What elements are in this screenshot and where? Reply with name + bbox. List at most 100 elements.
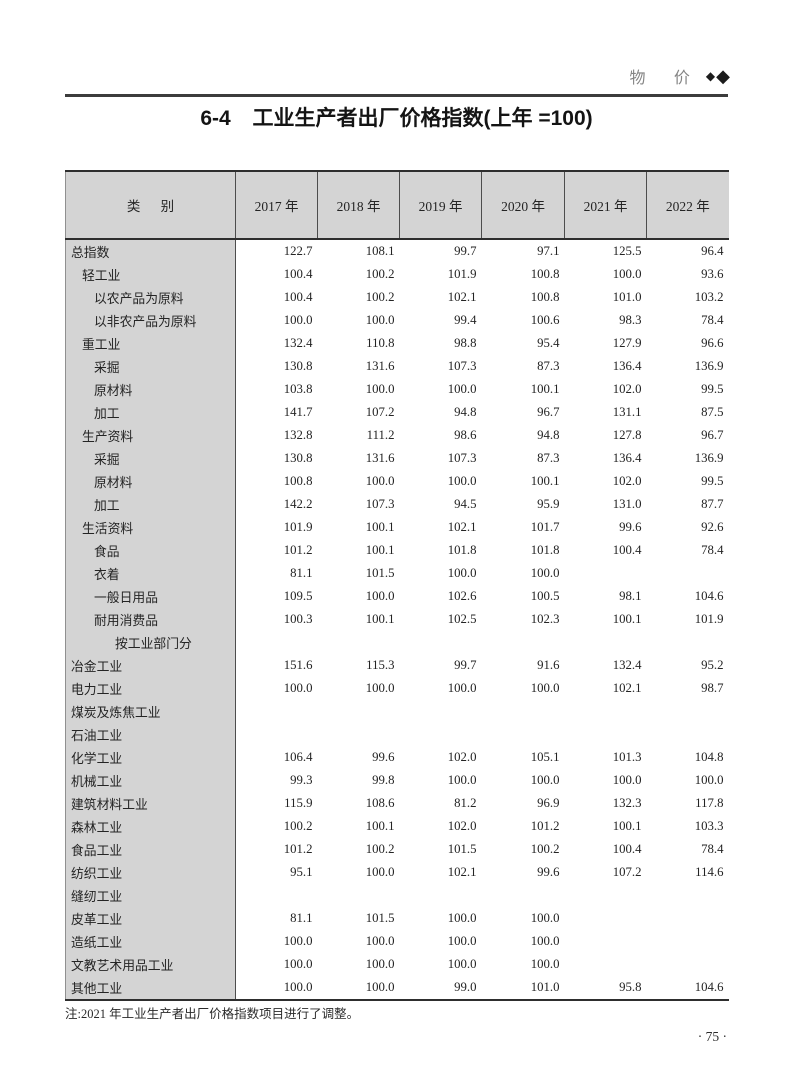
value-cell <box>647 953 729 976</box>
value-cell <box>565 562 647 585</box>
value-cell: 100.1 <box>530 382 560 396</box>
year-header-cell: 2019 年 <box>399 171 482 240</box>
value-cell: 102.6 <box>447 589 477 603</box>
value-cell: 100.1 <box>530 474 560 488</box>
value-cell: 95.1 <box>290 865 313 879</box>
value-cell: 109.5 <box>283 589 313 603</box>
table-row: 化学工业 106.4 99.6 102.0 105.1 101.3 104.8 <box>65 746 729 769</box>
value-cell: 101.2 <box>530 819 560 833</box>
row-label-cell: 纺织工业 <box>65 861 236 884</box>
value-cell <box>236 700 318 723</box>
table-row: 缝纫工业 <box>65 884 729 907</box>
page-title: 6-4 工业生产者出厂价格指数(上年 =100) <box>0 102 793 132</box>
value-cell: 102.1 <box>447 520 477 534</box>
value-cell: 100.0 <box>283 957 313 971</box>
table-row: 电力工业 100.0 100.0 100.0 100.0 102.1 98.7 <box>65 677 729 700</box>
table-row: 煤炭及炼焦工业 <box>65 700 729 723</box>
row-label-cell: 原材料 <box>65 470 236 493</box>
value-cell: 99.6 <box>619 520 642 534</box>
value-cell: 97.1 <box>537 244 560 258</box>
data-table-wrap: 类 别 2017 年 2018 年 2019 年 2020 年 2021 年 2… <box>65 170 729 1001</box>
value-cell: 100.0 <box>447 474 477 488</box>
row-label-cell: 生产资料 <box>65 424 236 447</box>
value-cell <box>565 953 647 976</box>
value-cell: 101.5 <box>365 566 395 580</box>
value-cell <box>236 631 318 654</box>
value-cell: 99.5 <box>701 474 724 488</box>
table-row: 原材料 100.8 100.0 100.0 100.1 102.0 99.5 <box>65 470 729 493</box>
value-cell: 94.8 <box>454 405 477 419</box>
value-cell: 100.0 <box>317 976 400 1001</box>
value-cell: 100.0 <box>365 957 395 971</box>
value-cell <box>565 884 647 907</box>
value-cell: 87.3 <box>537 451 560 465</box>
value-cell: 100.0 <box>530 566 560 580</box>
value-cell: 101.2 <box>283 543 313 557</box>
value-cell: 104.6 <box>646 976 729 1001</box>
row-label-cell: 化学工业 <box>65 746 236 769</box>
value-cell: 114.6 <box>695 865 724 879</box>
value-cell: 96.7 <box>701 428 724 442</box>
value-cell: 100.0 <box>694 773 724 787</box>
table-row: 按工业部门分 <box>65 631 729 654</box>
value-cell <box>400 884 482 907</box>
value-cell: 131.6 <box>365 451 395 465</box>
section-label: 物 价 <box>629 70 702 87</box>
category-header-cell: 类 别 <box>65 171 236 240</box>
row-label-cell: 电力工业 <box>65 677 236 700</box>
row-label-cell: 森林工业 <box>65 815 236 838</box>
table-row: 以农产品为原料 100.4 100.2 102.1 100.8 101.0 103.2 <box>65 286 729 309</box>
year-header-cell: 2022 年 <box>646 171 729 240</box>
value-cell <box>647 930 729 953</box>
value-cell: 141.7 <box>283 405 313 419</box>
table-row: 加工 142.2 107.3 94.5 95.9 131.0 87.7 <box>65 493 729 516</box>
page-number: · 75 · <box>697 1029 727 1044</box>
value-cell: 100.2 <box>283 819 313 833</box>
row-label-cell: 总指数 <box>65 239 236 263</box>
value-cell: 98.7 <box>701 681 724 695</box>
value-cell <box>647 700 729 723</box>
value-cell: 100.0 <box>447 382 477 396</box>
table-row: 以非农产品为原料 100.0 100.0 99.4 100.6 98.3 78.4 <box>65 309 729 332</box>
value-cell <box>482 700 565 723</box>
value-cell: 99.0 <box>399 976 482 1001</box>
row-label-cell: 按工业部门分 <box>65 631 236 654</box>
value-cell: 100.0 <box>530 773 560 787</box>
value-cell: 100.4 <box>612 543 642 557</box>
value-cell: 142.2 <box>283 497 313 511</box>
value-cell: 100.0 <box>447 911 477 925</box>
value-cell: 98.3 <box>619 313 642 327</box>
table-row: 食品 101.2 100.1 101.8 101.8 100.4 78.4 <box>65 539 729 562</box>
table-row: 原材料 103.8 100.0 100.0 100.1 102.0 99.5 <box>65 378 729 401</box>
table-row: 生产资料 132.8 111.2 98.6 94.8 127.8 96.7 <box>65 424 729 447</box>
row-label-cell: 食品工业 <box>65 838 236 861</box>
row-label-cell: 缝纫工业 <box>65 884 236 907</box>
value-cell: 99.7 <box>454 658 477 672</box>
value-cell <box>647 884 729 907</box>
value-cell: 96.4 <box>701 244 724 258</box>
value-cell: 132.4 <box>283 336 313 350</box>
value-cell: 105.1 <box>530 750 560 764</box>
table-row: 食品工业 101.2 100.2 101.5 100.2 100.4 78.4 <box>65 838 729 861</box>
value-cell: 102.1 <box>447 290 477 304</box>
value-cell: 102.0 <box>612 474 642 488</box>
value-cell <box>565 930 647 953</box>
table-number: 6-4 <box>200 107 231 130</box>
value-cell: 100.0 <box>530 934 560 948</box>
table-row: 冶金工业 151.6 115.3 99.7 91.6 132.4 95.2 <box>65 654 729 677</box>
value-cell: 102.0 <box>612 382 642 396</box>
value-cell: 94.8 <box>537 428 560 442</box>
value-cell: 102.0 <box>447 750 477 764</box>
value-cell: 100.0 <box>365 934 395 948</box>
value-cell: 98.6 <box>454 428 477 442</box>
table-row: 总指数 122.7 108.1 99.7 97.1 125.5 96.4 <box>65 239 729 263</box>
row-label-cell: 耐用消费品 <box>65 608 236 631</box>
value-cell: 101.9 <box>447 267 477 281</box>
value-cell: 101.9 <box>283 520 313 534</box>
table-row: 重工业 132.4 110.8 98.8 95.4 127.9 96.6 <box>65 332 729 355</box>
value-cell: 102.5 <box>447 612 477 626</box>
value-cell: 100.4 <box>283 290 313 304</box>
year-header-cell: 2018 年 <box>317 171 400 240</box>
diamond-large-icon: ◆ <box>716 66 730 86</box>
row-label-cell: 造纸工业 <box>65 930 236 953</box>
